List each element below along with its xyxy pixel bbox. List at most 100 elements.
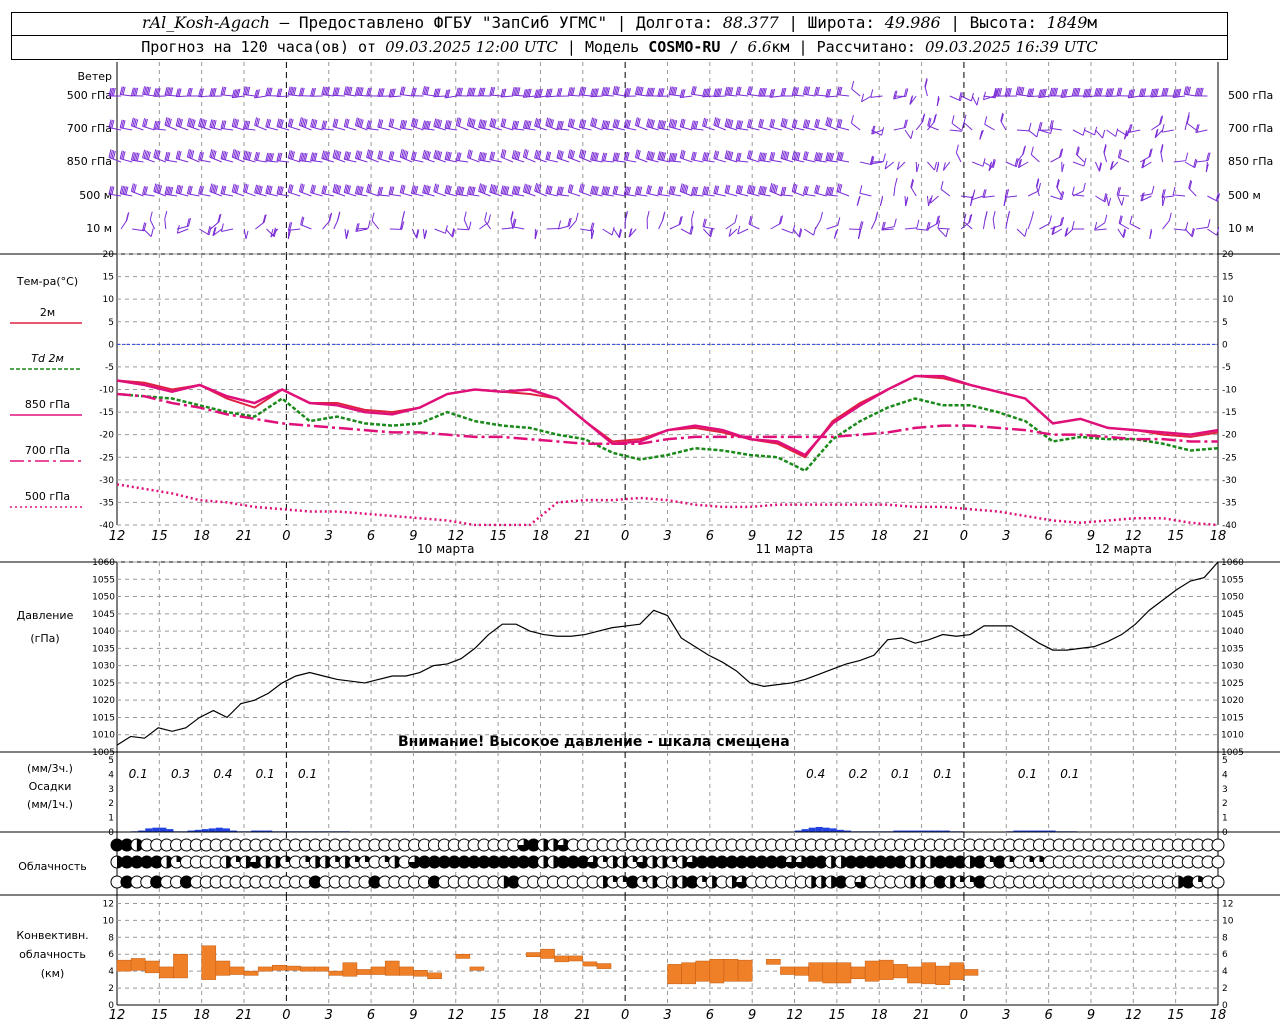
- wind-barb-feather: [725, 118, 729, 127]
- temp-y-tick-right: 20: [1222, 250, 1234, 260]
- wind-barb-feather: [289, 150, 293, 159]
- conv-bar: [314, 966, 329, 972]
- wind-barb-feather: [1207, 219, 1211, 228]
- wind-barb-feather: [493, 119, 497, 128]
- wind-barb-feather: [247, 120, 251, 130]
- wind-barb-feather: [674, 87, 678, 96]
- wind-barb-feather: [482, 152, 486, 161]
- wind-barb-shaft: [814, 219, 821, 230]
- wind-barb-feather: [289, 184, 293, 193]
- wind-barb-feather: [254, 89, 258, 98]
- conv-bar: [413, 970, 428, 977]
- conv-bar: [526, 952, 541, 958]
- wind-barb-feather: [234, 150, 238, 159]
- legend-2m-label: 2м: [39, 306, 56, 319]
- wind-barb-shaft: [411, 159, 424, 163]
- wind-barb-feather: [619, 229, 623, 238]
- wind-barb-feather: [266, 185, 270, 194]
- wind-barb-shaft: [1207, 228, 1218, 236]
- wind-barb-feather: [301, 217, 305, 226]
- wind-barb-feather: [280, 119, 284, 128]
- wind-barb-feather: [447, 152, 451, 161]
- wind-barb-feather: [749, 185, 753, 194]
- wind-barb-feather: [828, 152, 832, 161]
- wind-barb-feather: [1031, 88, 1035, 97]
- wind-barb-feather: [692, 151, 696, 161]
- wind-barb-feather: [186, 87, 190, 97]
- cloud-cover-fill: [854, 856, 867, 868]
- wind-barb-feather: [831, 187, 835, 196]
- wind-barb-feather: [763, 153, 767, 162]
- wind-barb-feather: [436, 119, 440, 128]
- wind-barb-shaft: [769, 95, 782, 98]
- wind-barb-feather: [791, 183, 795, 192]
- wind-barb-feather: [413, 185, 417, 195]
- wind-barb-feather: [310, 118, 314, 127]
- wind-barb-feather: [735, 152, 739, 161]
- wind-barb-feather: [935, 216, 939, 225]
- wind-barb-feather: [763, 186, 767, 196]
- wind-barb-shaft: [1027, 190, 1039, 197]
- wind-barb-feather: [933, 114, 937, 123]
- cloud-cover-fill: [448, 856, 461, 868]
- wind-barb-feather: [805, 119, 809, 129]
- wind-barb-feather: [695, 187, 699, 196]
- wind-barb-feather: [466, 117, 470, 126]
- wind-barb-feather: [167, 186, 171, 195]
- wind-barb-feather: [874, 212, 878, 221]
- wind-barb-feather: [175, 117, 179, 126]
- wind-barb-feather: [279, 152, 283, 162]
- wind-barb-feather: [704, 88, 708, 97]
- wind-barb-feather: [489, 86, 493, 96]
- wind-barb-feather: [1017, 159, 1021, 168]
- temp-series-line: [117, 394, 1218, 444]
- wind-barb-feather: [592, 186, 596, 195]
- wind-barb-shaft: [310, 192, 323, 197]
- wind-barb-shaft: [500, 125, 514, 131]
- precip-3h-total: 0.1: [256, 767, 275, 781]
- wind-barb-shaft: [803, 126, 816, 131]
- wind-barb-feather: [674, 120, 678, 129]
- wind-barb-feather: [336, 185, 340, 194]
- wind-level-500hpa: 500 гПа: [66, 89, 112, 102]
- wind-barb-feather: [1076, 87, 1080, 97]
- wind-barb-feather: [367, 149, 371, 159]
- wind-barb-feather: [343, 184, 347, 193]
- wind-barb-feather: [266, 152, 270, 162]
- wind-barb-shaft: [176, 95, 189, 98]
- wind-barb-feather: [702, 117, 706, 127]
- wind-barb-feather: [815, 86, 819, 96]
- conv-bar: [822, 962, 838, 984]
- cloud-cover-fill: [557, 856, 570, 868]
- wind-barb-feather: [1122, 228, 1126, 237]
- wind-barb-shaft: [1060, 95, 1074, 99]
- wind-barb-feather: [626, 119, 630, 129]
- wind-barb-shaft: [612, 93, 626, 97]
- wind-barb-feather: [492, 87, 496, 96]
- precip-3h-total: 0.3: [171, 767, 190, 781]
- wind-barb-feather: [388, 118, 392, 127]
- wind-barb-feather: [534, 229, 538, 238]
- wind-barb-feather: [590, 222, 594, 231]
- wind-barb-feather: [447, 185, 451, 194]
- wind-barb-feather: [796, 87, 800, 96]
- wind-barb-shaft: [388, 193, 402, 197]
- precip-bar: [251, 830, 259, 832]
- cloud-cover-fill: [626, 876, 639, 888]
- wind-barb-feather: [1111, 88, 1115, 97]
- conv-y-tick: 12: [103, 899, 114, 909]
- wind-barb-feather: [1094, 88, 1098, 97]
- wind-barb-feather: [357, 118, 361, 127]
- legend-500-label: 500 гПа: [24, 490, 71, 503]
- wind-barb-shaft: [400, 94, 413, 97]
- wind-barb-feather: [1015, 86, 1019, 95]
- wind-barb-feather: [615, 186, 619, 195]
- wind-barb-shaft: [120, 219, 128, 230]
- conv-y-tick-right: 0: [1222, 1001, 1228, 1011]
- wind-barb-shaft: [500, 156, 514, 163]
- wind-barb-feather: [513, 185, 517, 195]
- wind-barb-feather: [1055, 87, 1059, 97]
- wind-barb-feather: [661, 152, 665, 161]
- pressure-y-tick: 1005: [92, 748, 115, 758]
- wind-barb-shaft: [545, 125, 558, 131]
